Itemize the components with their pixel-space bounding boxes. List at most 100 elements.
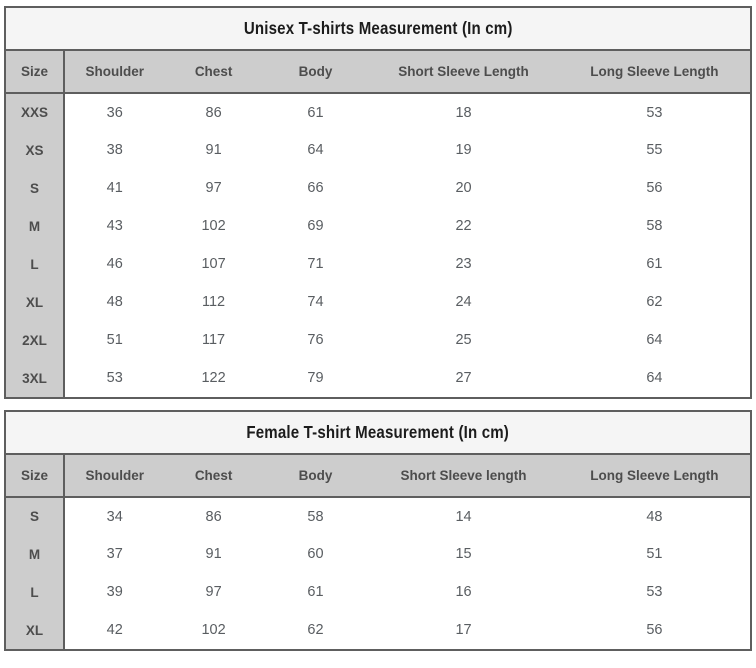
table-title-bar: Unisex T-shirts Measurement (In cm): [6, 8, 750, 51]
value-cell: 16: [455, 584, 472, 600]
size-cell: M: [6, 535, 66, 573]
header-cell: Size: [6, 455, 66, 497]
value-cell: 91: [205, 142, 222, 158]
size-cell: L: [6, 573, 66, 611]
value-cell: 112: [202, 294, 226, 310]
header-cell: Body: [298, 468, 333, 483]
size-cell: S: [6, 497, 66, 535]
table-row: XS 38 91 64 19 55: [6, 131, 750, 169]
value-cell: 69: [307, 218, 324, 234]
value-cell: 97: [205, 584, 222, 600]
size-cell: XL: [6, 283, 66, 321]
table-row: XXS 36 86 61 18 53: [6, 93, 750, 131]
value-cell: 25: [455, 332, 472, 348]
header-cell: Short Sleeve Length: [398, 64, 529, 79]
table-row: XL 42 102 62 17 56: [6, 611, 750, 649]
table-row: M 37 91 60 15 51: [6, 535, 750, 573]
value-cell: 55: [646, 142, 663, 158]
value-cell: 64: [307, 142, 324, 158]
header-cell: Short Sleeve length: [400, 468, 527, 483]
header-cell: Chest: [194, 468, 233, 483]
table-row: 2XL 51 117 76 25 64: [6, 321, 750, 359]
table-title: Female T-shirt Measurement (In cm): [246, 422, 510, 442]
size-cell: M: [6, 207, 66, 245]
value-cell: 17: [455, 622, 472, 638]
table-title-bar: Female T-shirt Measurement (In cm): [6, 412, 750, 455]
unisex-size-table: Size Shoulder Chest Body Short Sleeve Length…: [6, 51, 750, 397]
value-cell: 71: [307, 256, 324, 272]
value-cell: 60: [307, 546, 324, 562]
table-row: XL 48 112 74 24 62: [6, 283, 750, 321]
value-cell: 37: [106, 546, 123, 562]
female-measurement-table: Female T-shirt Measurement (In cm) Size S…: [4, 410, 752, 651]
value-cell: 62: [307, 622, 324, 638]
value-cell: 79: [307, 370, 324, 386]
value-cell: 56: [646, 180, 663, 196]
table-row: L 39 97 61 16 53: [6, 573, 750, 611]
value-cell: 86: [205, 508, 222, 525]
table-row: S 41 97 66 20 56: [6, 169, 750, 207]
value-cell: 51: [646, 546, 663, 562]
header-cell: Body: [298, 64, 333, 79]
value-cell: 48: [646, 508, 663, 525]
value-cell: 27: [455, 370, 472, 386]
value-cell: 61: [307, 104, 324, 121]
value-cell: 48: [106, 294, 123, 310]
value-cell: 64: [646, 370, 663, 386]
header-cell: Long Sleeve Length: [590, 468, 719, 483]
table-row: S 34 86 58 14 48: [6, 497, 750, 535]
header-cell: Long Sleeve Length: [590, 64, 719, 79]
value-cell: 36: [106, 104, 123, 121]
value-cell: 66: [307, 180, 324, 196]
value-cell: 43: [106, 218, 123, 234]
table-row: L 46 107 71 23 61: [6, 245, 750, 283]
value-cell: 86: [205, 104, 222, 121]
value-cell: 46: [106, 256, 123, 272]
size-cell: 3XL: [6, 359, 66, 397]
value-cell: 61: [646, 256, 663, 272]
value-cell: 102: [201, 622, 226, 638]
value-cell: 14: [455, 508, 472, 525]
size-cell: 2XL: [6, 321, 66, 359]
size-cell: S: [6, 169, 66, 207]
value-cell: 76: [307, 332, 324, 348]
value-cell: 19: [455, 142, 472, 158]
value-cell: 117: [202, 332, 226, 348]
value-cell: 97: [205, 180, 222, 196]
value-cell: 42: [106, 622, 123, 638]
value-cell: 53: [106, 370, 123, 386]
value-cell: 62: [646, 294, 663, 310]
value-cell: 15: [455, 546, 472, 562]
value-cell: 61: [307, 584, 324, 600]
size-cell: XXS: [6, 93, 66, 131]
size-cell: L: [6, 245, 66, 283]
value-cell: 41: [106, 180, 123, 196]
value-cell: 122: [201, 370, 226, 386]
value-cell: 56: [646, 622, 663, 638]
value-cell: 23: [455, 256, 472, 272]
value-cell: 20: [455, 180, 472, 196]
value-cell: 53: [646, 104, 663, 121]
value-cell: 74: [307, 294, 324, 310]
value-cell: 24: [455, 294, 472, 310]
value-cell: 107: [201, 256, 226, 272]
value-cell: 38: [106, 142, 123, 158]
table-row: 3XL 53 122 79 27 64: [6, 359, 750, 397]
header-row: Size Shoulder Chest Body Short Sleeve length…: [6, 455, 750, 497]
value-cell: 53: [646, 584, 663, 600]
value-cell: 64: [646, 332, 663, 348]
value-cell: 18: [455, 104, 472, 121]
value-cell: 51: [106, 332, 123, 348]
female-size-table: Size Shoulder Chest Body Short Sleeve length…: [6, 455, 750, 649]
unisex-measurement-table: Unisex T-shirts Measurement (In cm) Size…: [4, 6, 752, 399]
value-cell: 34: [106, 508, 123, 525]
value-cell: 58: [307, 508, 324, 525]
size-cell: XS: [6, 131, 66, 169]
header-row: Size Shoulder Chest Body Short Sleeve Length…: [6, 51, 750, 93]
value-cell: 39: [106, 584, 123, 600]
header-cell: Size: [6, 51, 66, 93]
size-cell: XL: [6, 611, 66, 649]
value-cell: 58: [646, 218, 663, 234]
header-cell: Shoulder: [85, 64, 144, 79]
